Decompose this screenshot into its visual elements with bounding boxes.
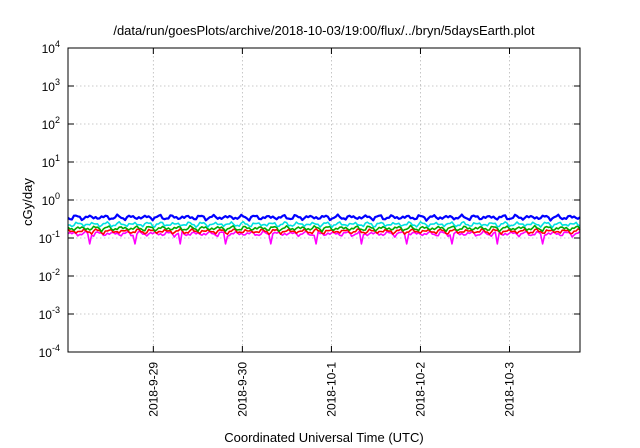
series-line [67, 213, 581, 222]
y-tick-label: 103 [42, 77, 60, 94]
grid-lines [68, 48, 580, 352]
y-tick-label: 10-2 [39, 267, 60, 284]
x-tick-label: 2018-10-3 [503, 362, 517, 417]
series-line [67, 224, 581, 233]
y-tick-label: 100 [42, 191, 60, 208]
y-tick-label: 10-1 [39, 229, 60, 246]
chart-title: /data/run/goesPlots/archive/2018-10-03/1… [113, 23, 535, 38]
y-axis-label: cGy/day [20, 178, 35, 226]
series-line [67, 230, 581, 245]
plot-frame [67, 47, 581, 353]
y-tick-label: 104 [42, 39, 60, 56]
y-tick-label: 10-4 [39, 343, 60, 360]
y-tick-label: 102 [42, 115, 60, 132]
series-line [68, 220, 581, 229]
data-series [67, 213, 581, 245]
y-tick-label: 10-3 [39, 305, 60, 322]
series-line [67, 228, 581, 236]
x-axis-label: Coordinated Universal Time (UTC) [224, 430, 423, 445]
x-tick-label: 2018-9-30 [235, 362, 249, 417]
x-tick-label: 2018-9-29 [146, 362, 160, 417]
x-tick-label: 2018-10-1 [324, 362, 338, 417]
x-tick-label: 2018-10-2 [413, 362, 427, 417]
y-tick-label: 101 [42, 153, 60, 170]
axes: 10-4 10-3 10-2 10-1 100 101 102 103 104 2018-9-29… [39, 39, 581, 417]
